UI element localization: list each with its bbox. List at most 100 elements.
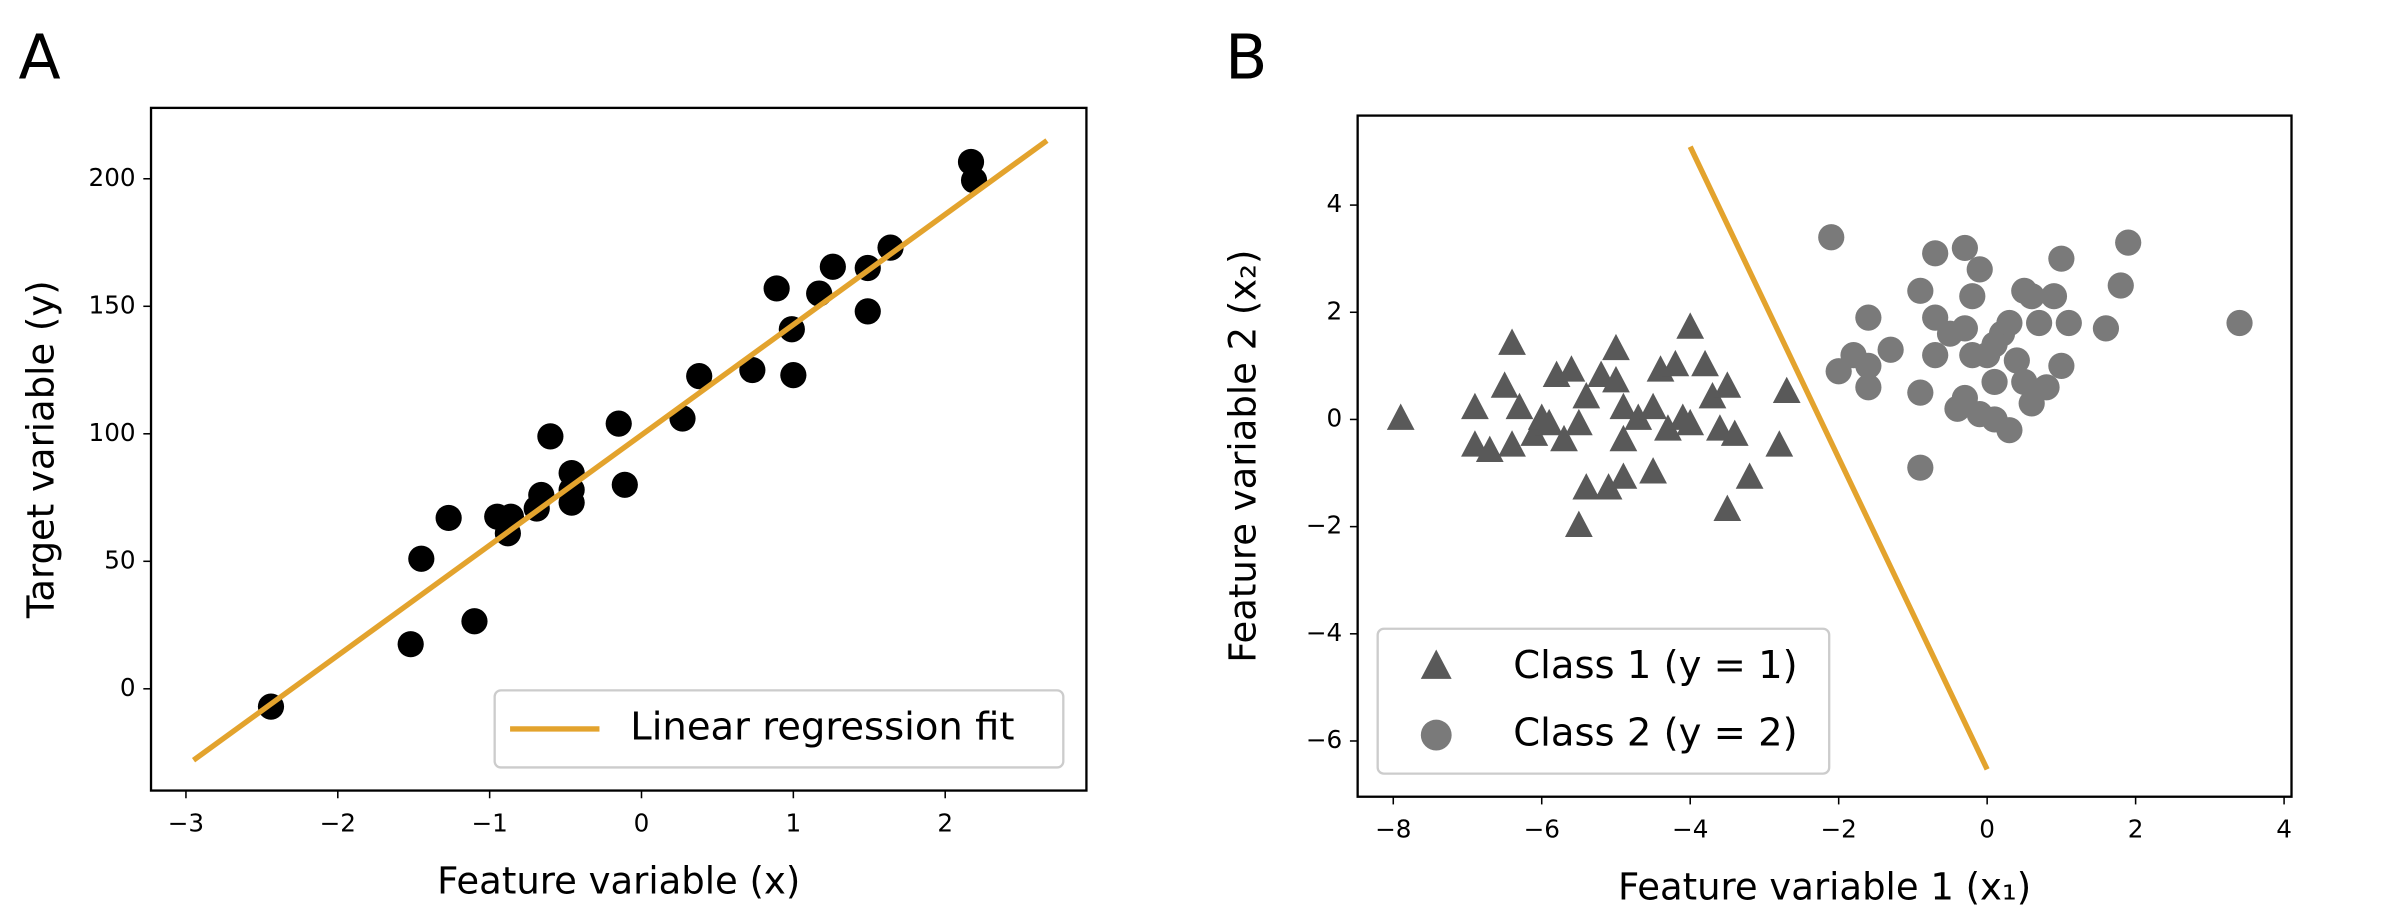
point [2115, 229, 2142, 256]
triangle-point [1602, 333, 1630, 361]
triangle-point [1602, 365, 1630, 393]
triangle-point [1691, 349, 1719, 377]
point [819, 253, 846, 280]
triangle-point [1490, 371, 1519, 398]
triangle-point [1498, 328, 1526, 355]
point [763, 275, 790, 302]
triangle-point [1572, 382, 1601, 409]
point [1959, 342, 1986, 369]
point [1951, 315, 1978, 342]
triangle-point [1587, 360, 1615, 387]
triangle-point [1594, 473, 1623, 500]
point [1855, 374, 1882, 401]
triangle-point [1609, 424, 1638, 452]
point [2040, 283, 2068, 310]
y-tick-label: 50 [104, 545, 135, 574]
triangle-point [1720, 419, 1749, 446]
y-tick-label: 2 [1327, 296, 1343, 325]
triangle-point [1498, 430, 1526, 457]
point [780, 362, 807, 389]
x-tick-label: 0 [634, 808, 650, 837]
point [2033, 374, 2060, 401]
x-tick-label: 2 [937, 808, 953, 837]
point [1818, 224, 1845, 251]
point [2055, 309, 2082, 337]
x-tick-label: −6 [1524, 815, 1560, 844]
triangle-point [1609, 392, 1638, 420]
x-tick-label: 2 [2128, 815, 2144, 844]
x-tick-label: 0 [1979, 815, 1995, 844]
legend-box [493, 689, 1065, 769]
x-tick-label: 1 [786, 808, 802, 837]
x-tick-label: −2 [320, 808, 356, 837]
triangle-point [1564, 408, 1593, 436]
point [739, 356, 766, 384]
triangle-point [1386, 403, 1415, 430]
triangle-point [1609, 462, 1638, 489]
point [2048, 245, 2075, 272]
y-axis-label: Target variable (y) [20, 280, 63, 619]
point [2092, 315, 2120, 342]
triangle-point [1706, 414, 1734, 441]
legend-marker [1420, 649, 1452, 679]
triangle-point [1564, 510, 1593, 538]
point [435, 504, 462, 532]
triangle-point [1639, 457, 1667, 484]
y-tick-label: −4 [1306, 618, 1342, 647]
triangle-point [1535, 408, 1564, 436]
point [2026, 309, 2053, 337]
point [1855, 352, 1882, 379]
legend-label: Linear regression fit [630, 704, 1014, 749]
legend-label: Class 2 (y = 2) [1513, 711, 1797, 756]
point [2226, 309, 2253, 337]
y-tick-label: 0 [1327, 403, 1343, 432]
point [1907, 454, 1934, 481]
triangle-point [1676, 408, 1705, 436]
triangle-point [1557, 355, 1586, 382]
point [1951, 234, 1978, 262]
y-axis-label: Feature variable 2 (x₂) [1222, 250, 1265, 663]
triangle-point [1461, 430, 1489, 457]
panel-label: A [18, 22, 60, 94]
point [2011, 368, 2038, 396]
y-tick-label: −6 [1306, 725, 1342, 754]
point [1996, 309, 2023, 337]
point [2048, 352, 2075, 379]
point [1959, 283, 1986, 310]
triangle-point [1713, 371, 1742, 398]
point [686, 363, 713, 390]
point [1907, 379, 1934, 406]
fit-line [191, 138, 1049, 763]
point [537, 423, 564, 450]
triangle-point [1624, 403, 1653, 430]
triangle-point [1654, 414, 1682, 441]
point [2003, 347, 2030, 374]
triangle-point [1661, 349, 1690, 377]
x-tick-label: −8 [1375, 815, 1411, 844]
point [2107, 272, 2134, 299]
triangle-point [1772, 376, 1801, 404]
point [1922, 342, 1949, 369]
point [1996, 417, 2023, 444]
legend-label: Class 1 (y = 1) [1513, 643, 1797, 688]
point [1922, 240, 1949, 267]
triangle-point [1713, 494, 1742, 521]
point [1855, 304, 1882, 331]
point [1966, 256, 1993, 283]
triangle-point [1735, 462, 1764, 489]
triangle-point [1765, 430, 1794, 457]
y-tick-label: 0 [120, 673, 136, 702]
point [854, 298, 881, 325]
x-tick-label: 4 [2276, 815, 2292, 844]
y-tick-label: 4 [1327, 189, 1343, 218]
y-tick-label: 100 [89, 418, 136, 447]
y-tick-label: 200 [89, 163, 136, 192]
point [558, 489, 585, 516]
y-tick-label: −2 [1306, 511, 1342, 540]
triangle-point [1639, 392, 1667, 420]
plot-frame [1356, 114, 2293, 798]
x-tick-label: −2 [1821, 815, 1857, 844]
point [1981, 368, 2008, 396]
x-tick-label: −3 [168, 808, 204, 837]
